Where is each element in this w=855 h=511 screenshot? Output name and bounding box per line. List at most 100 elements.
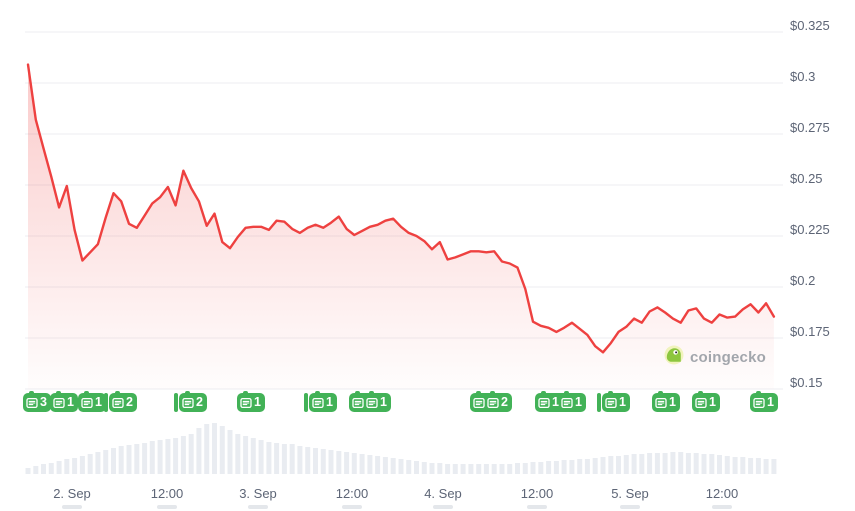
news-badge-pill[interactable]: 3 — [23, 390, 51, 412]
news-badge-pill[interactable]: 1 — [750, 390, 778, 412]
newspaper-icon — [695, 390, 707, 409]
volume-bar — [771, 459, 777, 474]
news-badge-pill[interactable]: 2 — [179, 390, 207, 412]
volume-bar — [437, 463, 443, 474]
news-badge-pill[interactable]: 1 — [50, 390, 78, 412]
volume-bar — [460, 464, 466, 474]
coingecko-logo-icon — [664, 345, 684, 370]
newspaper-icon — [182, 390, 194, 409]
news-badge-pill[interactable]: 1 — [349, 390, 391, 412]
news-badge[interactable]: 1 — [692, 390, 720, 412]
news-badge[interactable]: 3 — [23, 390, 51, 412]
news-badge[interactable]: 2 — [104, 390, 137, 412]
news-badge-pill[interactable]: 2 — [109, 390, 137, 412]
x-axis-label: 12:00 — [705, 486, 739, 501]
y-axis-label: $0.25 — [790, 171, 823, 186]
news-count: 3 — [40, 395, 47, 409]
volume-bar — [235, 434, 241, 474]
overlapped-badge-edge — [304, 393, 308, 412]
volume-bar — [515, 463, 520, 474]
news-badge-pill[interactable]: 1 — [602, 390, 630, 412]
news-badge[interactable]: 2 — [470, 390, 512, 412]
x-axis-tick-dash — [433, 505, 453, 509]
volume-bar — [445, 464, 451, 474]
y-axis-label: $0.225 — [790, 222, 830, 237]
volume-bar — [87, 454, 93, 474]
newspaper-icon — [352, 390, 364, 409]
newspaper-icon — [487, 390, 499, 409]
volume-bar — [569, 460, 575, 474]
volume-bar — [33, 466, 39, 474]
newspaper-icon — [81, 390, 93, 409]
volume-bar — [476, 464, 482, 474]
news-badge[interactable]: 1 — [304, 390, 337, 412]
news-badge[interactable]: 1 — [750, 390, 778, 412]
volume-bar — [561, 460, 567, 474]
coingecko-watermark: coingecko — [664, 345, 766, 370]
news-badge[interactable]: 1 — [652, 390, 680, 412]
volume-bar — [592, 458, 598, 474]
volume-bar — [305, 447, 311, 474]
news-count: 1 — [669, 395, 676, 409]
volume-bar — [553, 461, 559, 474]
volume-bar — [41, 464, 46, 474]
volume-bar — [165, 439, 171, 474]
news-badge-pill[interactable]: 2 — [470, 390, 512, 412]
volume-bar — [491, 464, 497, 474]
news-badge[interactable]: 2 — [174, 390, 207, 412]
volume-bar — [398, 459, 404, 474]
volume-bar — [639, 454, 645, 474]
volume-bar — [118, 446, 124, 474]
news-badge-pill[interactable]: 1 — [78, 390, 106, 412]
newspaper-icon — [366, 390, 378, 409]
news-badge-pill[interactable]: 1 — [652, 390, 680, 412]
news-badge[interactable]: 1 — [78, 390, 106, 412]
newspaper-icon — [655, 390, 667, 409]
volume-bar — [724, 456, 730, 474]
volume-bar — [421, 462, 427, 474]
volume-bar — [577, 459, 583, 474]
volume-bar — [452, 464, 458, 474]
volume-bar — [678, 452, 684, 474]
volume-bar — [180, 436, 186, 474]
volume-bar — [351, 453, 357, 474]
price-line — [26, 63, 776, 354]
news-badge[interactable]: 1 — [349, 390, 391, 412]
news-badge[interactable]: 1 — [597, 390, 630, 412]
newspaper-icon — [605, 390, 617, 409]
volume-bar — [320, 449, 326, 474]
volume-bar — [25, 468, 31, 474]
volume-bar — [748, 458, 754, 474]
volume-bar — [546, 461, 552, 474]
x-axis-tick-dash — [712, 505, 732, 509]
newspaper-icon — [753, 390, 765, 409]
volume-bar — [763, 459, 769, 474]
volume-bar — [297, 446, 303, 474]
volume-bar — [48, 463, 54, 474]
volume-bar — [616, 456, 621, 474]
x-axis-tick-dash — [248, 505, 268, 509]
news-badge-pill[interactable]: 1 — [309, 390, 337, 412]
x-axis-label: 12:00 — [150, 486, 184, 501]
volume-bar — [313, 448, 318, 474]
newspaper-icon — [26, 390, 38, 409]
volume-bar — [79, 456, 85, 474]
y-axis-label: $0.15 — [790, 375, 823, 390]
news-badge[interactable]: 1 — [50, 390, 78, 412]
news-count: 1 — [326, 395, 333, 409]
volume-bar — [64, 459, 70, 474]
volume-bar — [717, 455, 722, 474]
news-badge[interactable]: 1 — [237, 390, 265, 412]
volume-bar — [274, 443, 280, 474]
news-badge-pill[interactable]: 1 — [237, 390, 265, 412]
volume-bar — [227, 430, 233, 474]
news-count: 1 — [574, 395, 582, 409]
volume-bar — [258, 440, 264, 474]
news-badge-pill[interactable]: 1 — [692, 390, 720, 412]
volume-bar — [483, 464, 489, 474]
volume-bar — [390, 458, 396, 474]
